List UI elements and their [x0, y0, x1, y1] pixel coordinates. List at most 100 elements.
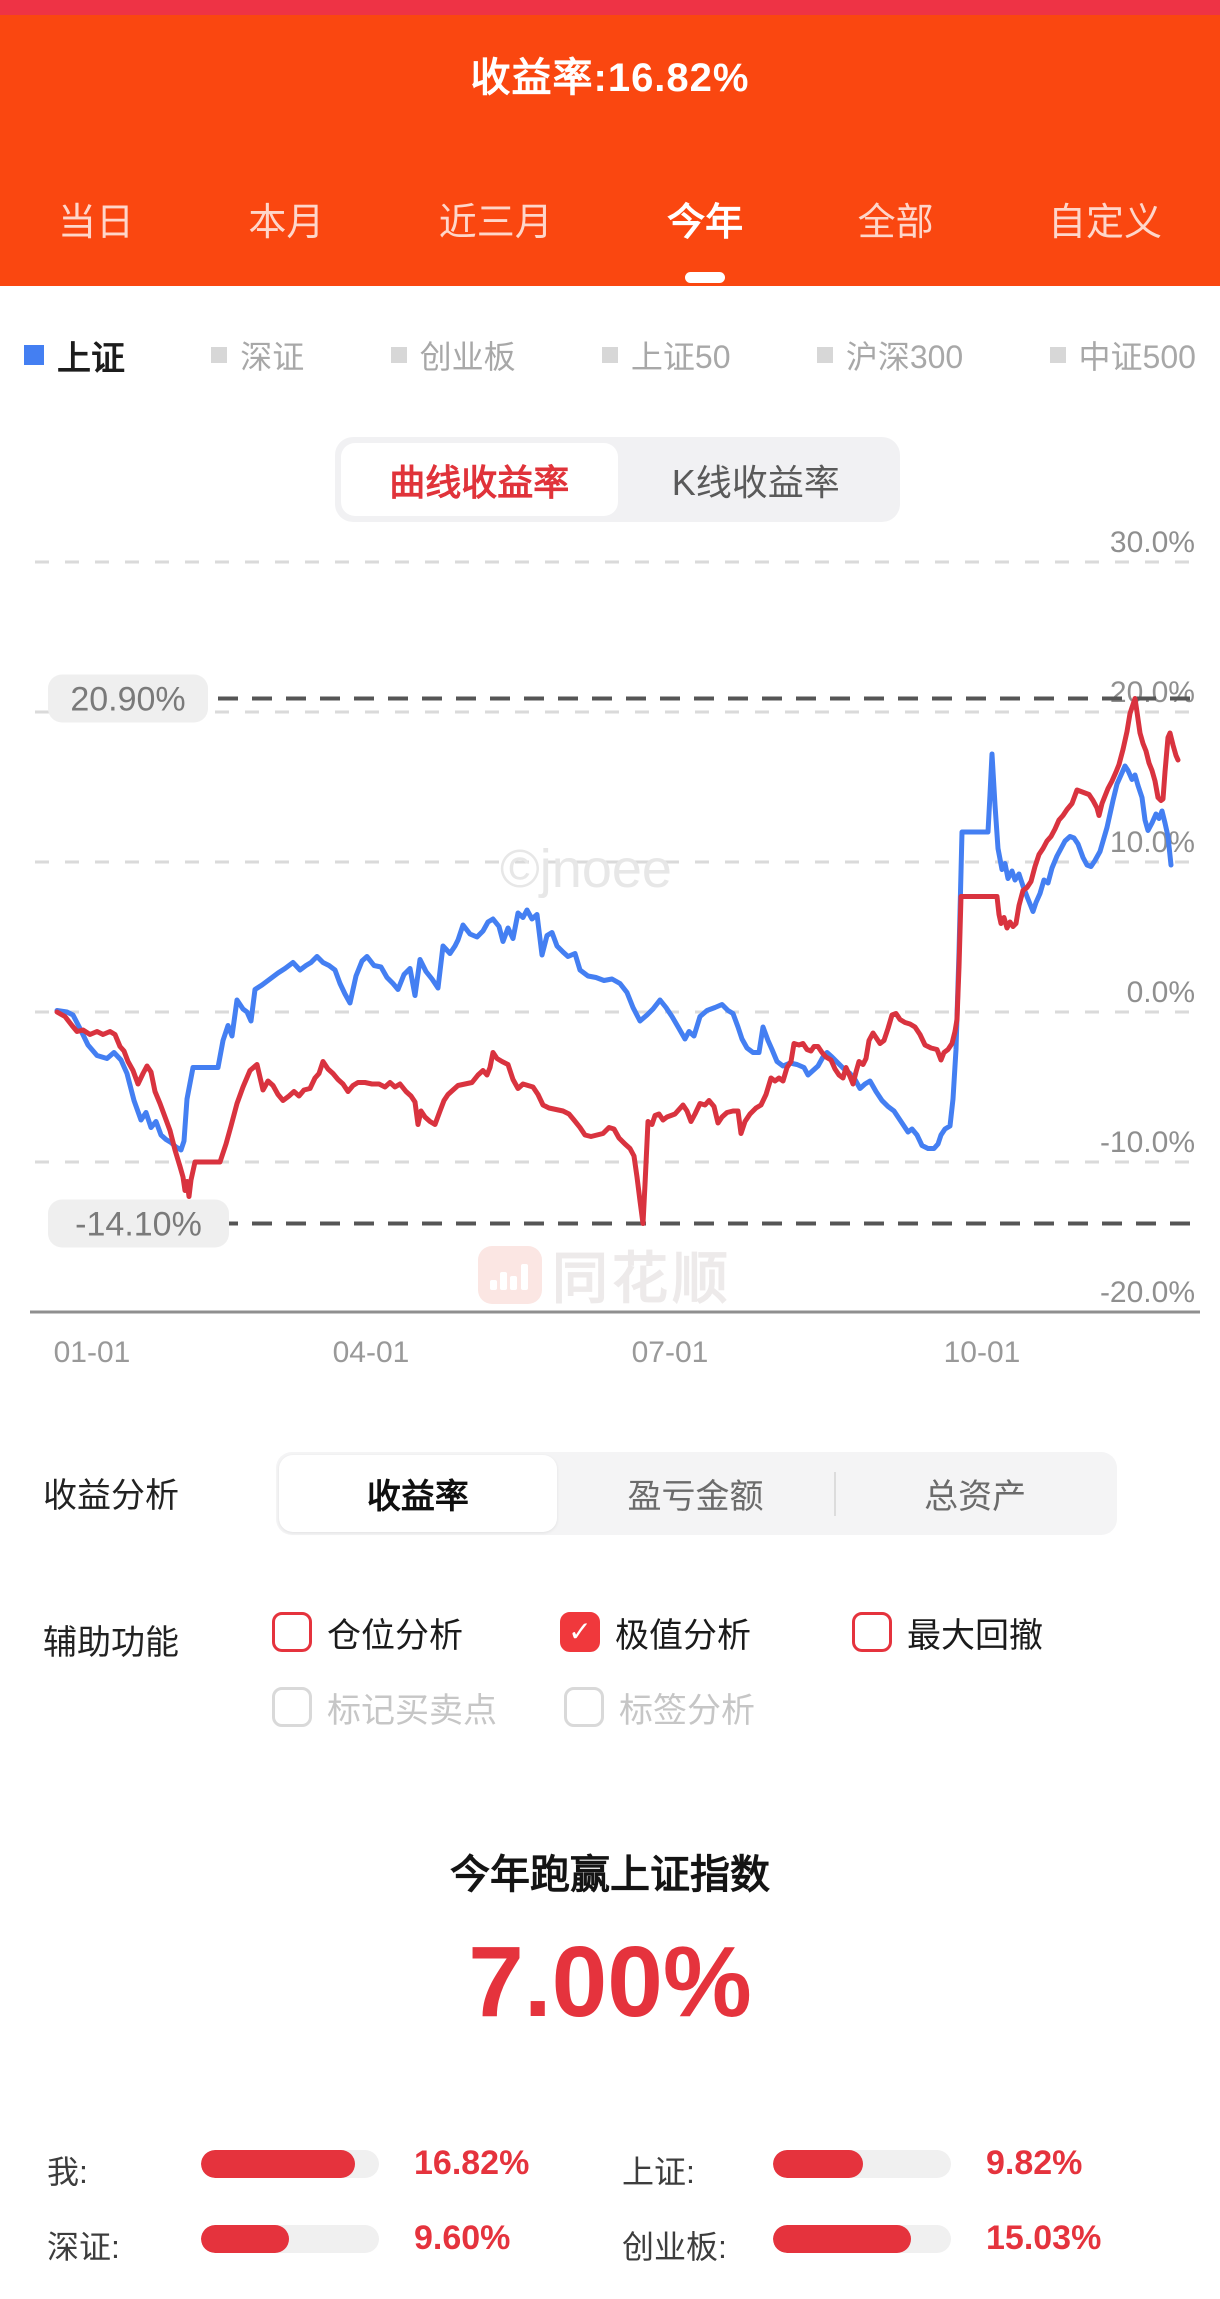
stat-progress-bar-0 [201, 2150, 379, 2178]
legend-swatch-icon [816, 347, 833, 363]
tab-label: 本月 [248, 202, 325, 244]
extreme-min-label: -14.10% [75, 1206, 202, 1244]
stat-value-3: 15.03% [986, 2219, 1102, 2257]
aux-checkbox-仓位分析[interactable]: 仓位分析 [272, 1611, 463, 1655]
tab-label: 全部 [857, 202, 934, 244]
tab-label: 自定义 [1047, 202, 1162, 244]
y-tick-label: -10.0% [1100, 1126, 1195, 1159]
tab-period-0[interactable]: 当日 [58, 185, 134, 287]
legend-item-label: 上证50 [630, 339, 731, 375]
chart-type-option-0[interactable]: 曲线收益率 [341, 443, 618, 516]
checkbox-unchecked-icon [272, 1687, 312, 1727]
y-tick-label: 0.0% [1127, 976, 1195, 1009]
stat-progress-fill [773, 2150, 863, 2178]
checkbox-unchecked-icon [272, 1612, 312, 1652]
index-legend: 上证 深证 创业板 上证50 沪深300 中证500 [0, 330, 1220, 380]
chart-type-option-1[interactable]: K线收益率 [671, 461, 840, 503]
aux-section-label: 辅助功能 [43, 1624, 179, 1662]
legend-swatch-icon [24, 345, 44, 365]
x-tick-label: 01-01 [54, 1336, 131, 1369]
header: 收益率:16.82% 当日 本月 近三月 今年 全部 自定义 [0, 15, 1220, 286]
outperform-value: 7.00% [468, 1926, 752, 2038]
legend-item-1[interactable]: 深证 [211, 332, 304, 378]
stat-progress-bar-1 [773, 2150, 951, 2178]
check-icon: ✓ [568, 1616, 592, 1647]
brand-watermark-text: 同花顺 [552, 1247, 732, 1310]
analysis-option-1[interactable]: 盈亏金额 [627, 1478, 764, 1516]
aux-checkbox-极值分析[interactable]: ✓ 极值分析 [560, 1611, 751, 1655]
legend-item-3[interactable]: 上证50 [601, 332, 731, 378]
stat-value-2: 9.60% [414, 2219, 511, 2257]
series-line-上证 [54, 751, 1174, 1153]
stat-progress-bar-3 [773, 2225, 951, 2253]
legend-swatch-icon [601, 347, 618, 363]
outperform-caption: 今年跑赢上证指数 [450, 1853, 770, 1897]
period-tabs: 当日 本月 近三月 今年 全部 自定义 [0, 185, 1220, 283]
checkbox-unchecked-icon [852, 1612, 892, 1652]
analysis-option-2[interactable]: 总资产 [924, 1478, 1027, 1516]
legend-item-5[interactable]: 中证500 [1049, 332, 1196, 378]
legend-item-4[interactable]: 沪深300 [816, 332, 964, 378]
stat-value-0: 16.82% [414, 2144, 530, 2182]
aux-checkbox-标签分析[interactable]: 标签分析 [564, 1686, 755, 1730]
aux-checkbox-标记买卖点[interactable]: 标记买卖点 [272, 1686, 497, 1730]
stat-value-1: 9.82% [986, 2144, 1083, 2182]
stat-label-3: 创业板: [622, 2229, 727, 2265]
stat-progress-bar-2 [201, 2225, 379, 2253]
aux-checkbox-label: 仓位分析 [327, 1616, 463, 1655]
tab-label: 今年 [667, 202, 744, 244]
tab-label: 当日 [58, 202, 135, 244]
stat-progress-fill [201, 2225, 289, 2253]
extreme-max-label: 20.90% [70, 681, 185, 719]
checkbox-unchecked-icon [564, 1687, 604, 1727]
analysis-section-label: 收益分析 [43, 1477, 179, 1515]
chart-type-toggle: 曲线收益率 K线收益率 [335, 437, 900, 522]
legend-item-0[interactable]: 上证 [24, 331, 125, 380]
y-tick-label: -20.0% [1100, 1276, 1195, 1309]
watermark-text: ©jnoee [500, 839, 672, 899]
extreme-min-label-bg [48, 1199, 229, 1248]
aux-checkbox-最大回撤[interactable]: 最大回撤 [852, 1611, 1043, 1655]
brand-logo-icon [478, 1245, 542, 1304]
tab-period-3[interactable]: 今年 [667, 185, 743, 287]
aux-checkbox-label: 最大回撤 [907, 1616, 1043, 1655]
legend-item-label: 上证 [57, 339, 125, 378]
brand-watermark: 同花顺 [478, 1234, 732, 1315]
legend-swatch-icon [390, 347, 407, 363]
extreme-max-label-bg [48, 674, 208, 723]
returns-line-chart[interactable]: 30.0% 20.0% 10.0% 0.0% -10.0% -20.0% 20.90% -14… [0, 530, 1220, 1370]
legend-item-label: 中证500 [1078, 339, 1196, 375]
analysis-option-0[interactable]: 收益率 [279, 1455, 557, 1532]
aux-checkbox-label: 极值分析 [615, 1616, 751, 1655]
stat-label-1: 上证: [622, 2154, 695, 2190]
x-tick-label: 07-01 [632, 1336, 709, 1369]
page-title: 收益率:16.82% [470, 56, 750, 100]
aux-checkbox-label: 标记买卖点 [327, 1691, 497, 1730]
legend-swatch-icon [1049, 347, 1066, 363]
legend-swatch-icon [211, 347, 228, 363]
tab-period-5[interactable]: 自定义 [1048, 185, 1162, 287]
legend-item-2[interactable]: 创业板 [390, 332, 516, 378]
stat-progress-fill [773, 2225, 911, 2253]
tab-label: 近三月 [438, 202, 553, 244]
stat-label-0: 我: [47, 2154, 88, 2190]
aux-checkbox-label: 标签分析 [619, 1691, 755, 1730]
x-tick-label: 04-01 [333, 1336, 410, 1369]
legend-item-label: 创业板 [419, 339, 516, 375]
tab-period-2[interactable]: 近三月 [439, 185, 553, 287]
series-line-我 [54, 696, 1181, 1226]
tab-period-1[interactable]: 本月 [248, 185, 324, 287]
stat-label-2: 深证: [47, 2229, 120, 2265]
y-tick-label: 20.0% [1110, 676, 1195, 709]
legend-item-label: 沪深300 [845, 339, 964, 375]
x-tick-label: 10-01 [944, 1336, 1021, 1369]
tab-period-4[interactable]: 全部 [858, 185, 934, 287]
active-tab-indicator [685, 272, 726, 283]
y-tick-label: 10.0% [1110, 826, 1195, 859]
y-tick-label: 30.0% [1110, 530, 1195, 559]
segment-divider [834, 1471, 837, 1516]
checkbox-checked-icon: ✓ [560, 1612, 600, 1652]
status-strip [0, 0, 1220, 15]
analysis-segmented-control: 收益率 盈亏金额 总资产 [276, 1452, 1117, 1535]
